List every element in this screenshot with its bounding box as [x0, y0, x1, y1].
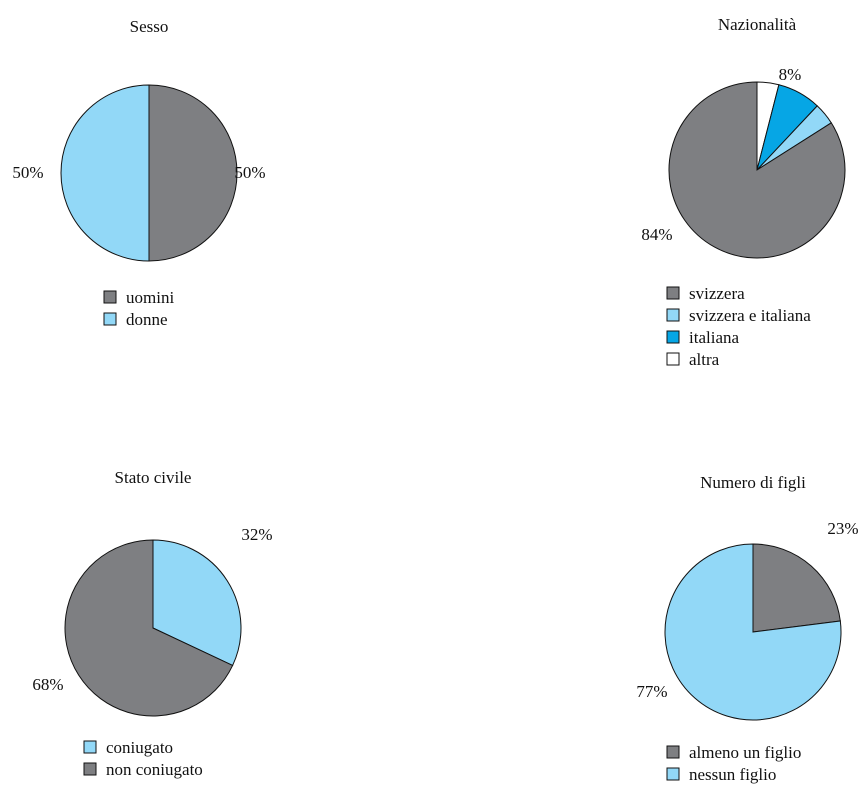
legend-swatch-altra: [666, 352, 680, 366]
slice-value-label-svizzera: 84%: [641, 225, 672, 244]
pie-slice-almeno-un-figlio: [752, 543, 841, 633]
legend-label-svizzera-e-italiana: svizzera e italiana: [689, 306, 811, 325]
slice-value-label-uomini: 50%: [234, 163, 265, 182]
legend-label-almeno-un-figlio: almeno un figlio: [689, 743, 801, 762]
pie-slice-coniugato: [152, 539, 242, 667]
chart-title: Sesso: [130, 17, 169, 36]
legend-label-italiana: italiana: [689, 328, 739, 347]
chart-legend: coniugato non coniugato: [83, 738, 203, 779]
chart-title: Stato civile: [115, 468, 192, 487]
pie-slice-donne: [60, 84, 150, 262]
pie-chart-sesso: Sesso 50% 50% uomini donne: [12, 17, 265, 329]
chart-legend: almeno un figlio nessun figlio: [666, 743, 801, 784]
legend-label-uomini: uomini: [126, 288, 174, 307]
legend-label-svizzera: svizzera: [689, 284, 745, 303]
legend-swatch-nessun-figlio: [666, 767, 680, 781]
legend-label-donne: donne: [126, 310, 168, 329]
pie-chart-nazionalita: Nazionalità 8% 84% svizzera svizzera e itali…: [641, 15, 846, 369]
legend-swatch-svizzera: [666, 286, 680, 300]
pie-slice-uomini: [148, 84, 238, 262]
legend-label-coniugato: coniugato: [106, 738, 173, 757]
legend-swatch-almeno-un-figlio: [666, 745, 680, 759]
pie-chart-stato-civile: Stato civile 32% 68% coniugato non coniugato: [32, 468, 272, 779]
pie-slice-nessun-figlio: [664, 543, 842, 721]
pie-slice-svizzera: [668, 81, 846, 259]
slice-value-label-almeno-un-figlio: 23%: [827, 519, 858, 538]
chart-legend: svizzera svizzera e italiana italiana altra: [666, 284, 811, 369]
slice-value-label-nessun-figlio: 77%: [636, 682, 667, 701]
slice-value-label-italiana: 8%: [779, 65, 802, 84]
legend-swatch-donne: [103, 312, 117, 326]
legend-swatch-uomini: [103, 290, 117, 304]
legend-swatch-coniugato: [83, 740, 97, 754]
chart-title: Nazionalità: [718, 15, 797, 34]
legend-swatch-non-coniugato: [83, 762, 97, 776]
chart-title: Numero di figli: [700, 473, 806, 492]
pie-slice-non-coniugato: [64, 539, 234, 717]
chart-legend: uomini donne: [103, 288, 174, 329]
legend-label-nessun-figlio: nessun figlio: [689, 765, 776, 784]
legend-label-non-coniugato: non coniugato: [106, 760, 203, 779]
legend-swatch-svizzera-e-italiana: [666, 308, 680, 322]
pie-chart-numero-di-figli: Numero di figli 23% 77% almeno un figlio nes…: [636, 473, 858, 784]
slice-value-label-donne: 50%: [12, 163, 43, 182]
legend-label-altra: altra: [689, 350, 720, 369]
legend-swatch-italiana: [666, 330, 680, 344]
slice-value-label-coniugato: 32%: [241, 525, 272, 544]
slice-value-label-non-coniugato: 68%: [32, 675, 63, 694]
